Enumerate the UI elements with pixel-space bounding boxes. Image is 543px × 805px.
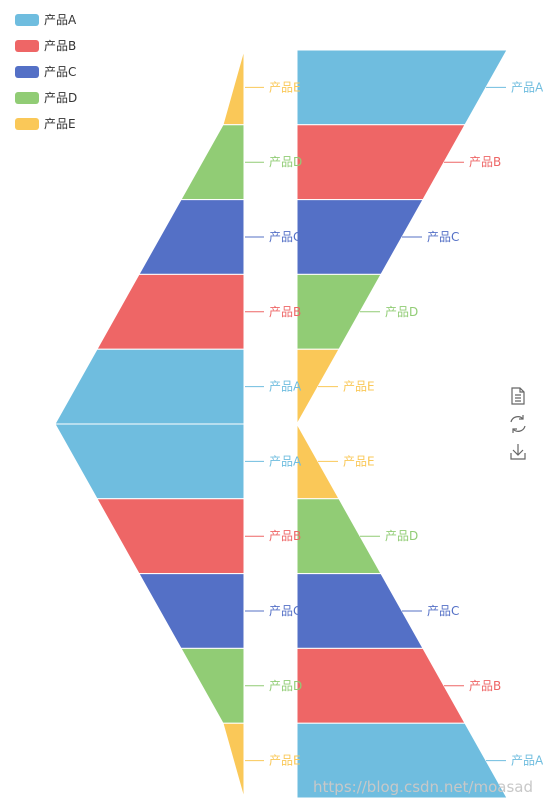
- legend-swatch-e: [15, 118, 39, 130]
- funnel-label-2-1: 产品A: [269, 454, 302, 468]
- legend-swatch-c: [15, 66, 39, 78]
- funnel-label-1-1: 产品E: [269, 80, 301, 94]
- legend-swatch-d: [15, 92, 39, 104]
- funnel-label-3-3: 产品C: [427, 230, 459, 244]
- funnel-labels: 产品E 产品D 产品C 产品B 产品A 产品A 产品B 产品C 产品D 产品E 产品A 产品B 产品C 产…: [245, 80, 543, 768]
- funnel-segment-3-2[interactable]: [296, 124, 466, 201]
- funnel-label-3-1: 产品A: [511, 80, 543, 94]
- funnel-label-4-2: 产品D: [385, 529, 418, 543]
- funnel-label-3-4: 产品D: [385, 305, 418, 319]
- funnel-segment-2-5[interactable]: [222, 722, 245, 799]
- funnel-segment-2-2[interactable]: [96, 498, 245, 575]
- funnel-label-1-5: 产品A: [269, 380, 302, 394]
- funnel-label-3-2: 产品B: [469, 155, 501, 169]
- legend-swatch-b: [15, 40, 39, 52]
- funnel-segment-4-5[interactable]: [296, 722, 508, 799]
- funnel-label-2-2: 产品B: [269, 529, 301, 543]
- legend-swatch-a: [15, 14, 39, 26]
- legend-item-c[interactable]: 产品C: [15, 65, 76, 79]
- funnel-label-3-5: 产品E: [343, 380, 375, 394]
- funnel-label-2-4: 产品D: [269, 679, 302, 693]
- legend-label-b: 产品B: [44, 39, 76, 53]
- funnel-label-1-3: 产品C: [269, 230, 301, 244]
- funnel-plot-area: [54, 49, 508, 799]
- funnel-segment-4-4[interactable]: [296, 647, 466, 724]
- funnel-segment-3-1[interactable]: [296, 49, 508, 126]
- funnel-label-2-3: 产品C: [269, 604, 301, 618]
- funnel-segment-1-4[interactable]: [96, 273, 245, 350]
- legend: 产品A 产品B 产品C 产品D 产品E: [15, 13, 77, 131]
- funnel-segment-2-4[interactable]: [180, 647, 245, 724]
- watermark: https://blog.csdn.net/moasad: [313, 778, 533, 796]
- restore-icon[interactable]: [510, 415, 526, 433]
- save-image-icon[interactable]: [510, 444, 526, 460]
- funnel-label-1-4: 产品B: [269, 305, 301, 319]
- funnel-label-4-3: 产品C: [427, 604, 459, 618]
- funnel-label-1-2: 产品D: [269, 155, 302, 169]
- legend-item-a[interactable]: 产品A: [15, 13, 77, 27]
- funnel-segment-1-3[interactable]: [138, 199, 245, 275]
- toolbox: [510, 387, 526, 460]
- legend-label-a: 产品A: [44, 13, 77, 27]
- funnel-segment-2-3[interactable]: [138, 573, 245, 649]
- legend-label-d: 产品D: [44, 91, 77, 105]
- funnel-segment-1-2[interactable]: [180, 124, 245, 201]
- legend-item-d[interactable]: 产品D: [15, 91, 77, 105]
- funnel-segment-1-1[interactable]: [222, 49, 245, 126]
- legend-label-e: 产品E: [44, 117, 76, 131]
- funnel-label-4-4: 产品B: [469, 679, 501, 693]
- legend-label-c: 产品C: [44, 65, 76, 79]
- data-view-icon[interactable]: [511, 387, 525, 405]
- legend-item-b[interactable]: 产品B: [15, 39, 76, 53]
- funnel-label-4-5: 产品A: [511, 754, 543, 768]
- funnel-segment-1-5[interactable]: [54, 348, 245, 425]
- funnel-label-2-5: 产品E: [269, 754, 301, 768]
- funnel-label-4-1: 产品E: [343, 454, 375, 468]
- funnel-segment-2-1[interactable]: [54, 423, 245, 500]
- legend-item-e[interactable]: 产品E: [15, 117, 76, 131]
